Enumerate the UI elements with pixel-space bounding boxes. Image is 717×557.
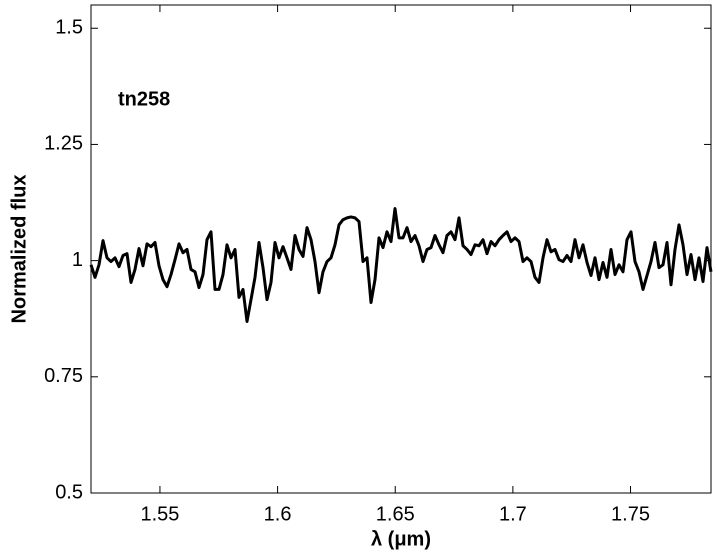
spectrum-line: [89, 207, 713, 323]
x-tick-label: 1.65: [376, 503, 415, 525]
x-tick-label: 1.7: [499, 503, 527, 525]
y-axis-label: Normalized flux: [8, 175, 30, 324]
x-tick-label: 1.6: [264, 503, 292, 525]
y-tick-label: 1.5: [55, 17, 83, 39]
annotation: tn258: [118, 88, 170, 110]
y-tick-label: 1.25: [44, 133, 83, 155]
y-tick-label: 1: [72, 249, 83, 271]
y-tick-label: 0.75: [44, 365, 83, 387]
y-tick-label: 0.5: [55, 481, 83, 503]
x-tick-label: 1.55: [140, 503, 179, 525]
x-tick-label: 1.75: [611, 503, 650, 525]
plot-frame: [90, 4, 712, 494]
x-axis-label: λ (μm): [371, 528, 431, 550]
